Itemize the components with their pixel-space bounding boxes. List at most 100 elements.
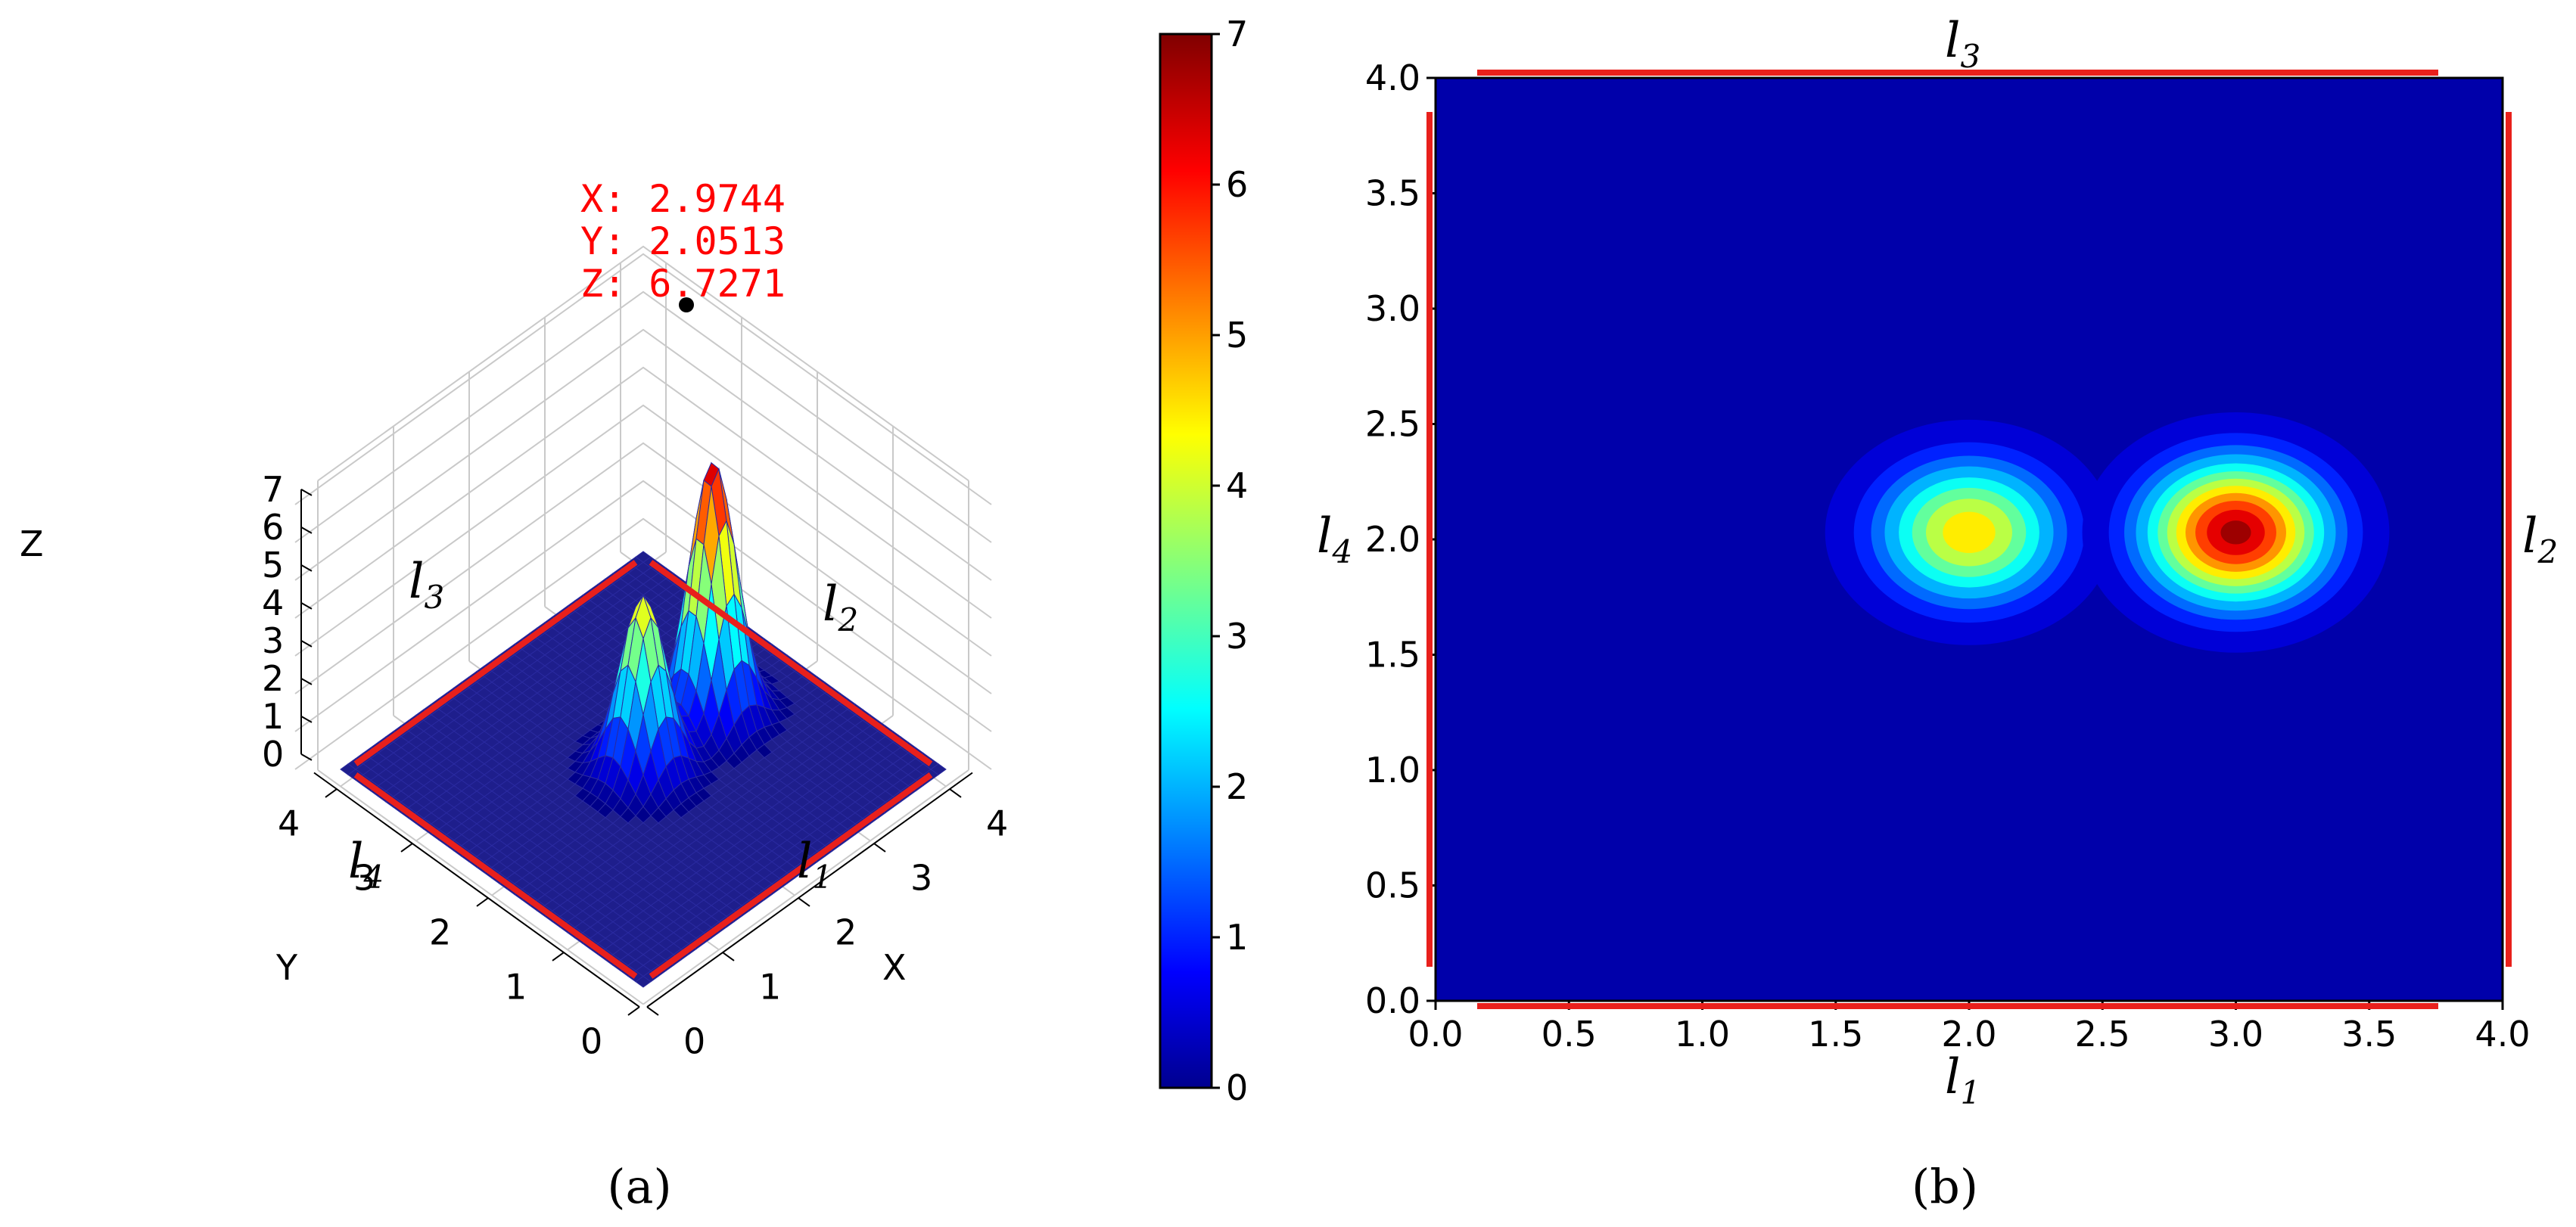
boundary-label-l1-b: l1: [1945, 1049, 1980, 1111]
y-tick-label: 3.5: [1365, 173, 1420, 214]
z-tick-label: 6: [262, 507, 284, 548]
z-tick-label: 0: [262, 734, 284, 775]
floor-gridline: [317, 769, 644, 1005]
x-axis-line: [646, 772, 973, 1008]
contour-band: [1943, 511, 1996, 554]
colorbar-ticks: 0 1 2 3 4 5 6 7: [1212, 14, 1248, 1108]
x-tick-label: 1.0: [1675, 1014, 1730, 1055]
x-tick-mark: [949, 788, 962, 798]
y-tick-label: 2: [429, 912, 451, 953]
x-tick-label: 1.5: [1808, 1014, 1863, 1055]
z-tick-mark: [300, 488, 313, 496]
boundary-line: [649, 772, 933, 979]
x-tick-label: 3.0: [2208, 1014, 2263, 1055]
y-tick-label: 0.5: [1365, 865, 1420, 906]
x-tick-label: 2: [835, 912, 857, 953]
x-tick-mark: [873, 843, 886, 853]
colorbar-tick-label: 4: [1226, 465, 1248, 506]
boundary-label-l3-a: l3: [409, 554, 444, 616]
x-tick-label: 3.5: [2341, 1014, 2397, 1055]
x-tick-label: 0: [683, 1021, 705, 1062]
x-tick-label: 0.5: [1542, 1014, 1597, 1055]
y-tick-label: 4.0: [1365, 57, 1420, 98]
datatip-x: X: 2.9744: [580, 177, 786, 221]
y-tick-label: 4: [278, 803, 300, 844]
y-tick-label: 1.0: [1365, 750, 1420, 791]
wall-gridline: [294, 366, 992, 619]
wall-gridline: [294, 328, 992, 581]
y-tick-label: 1.5: [1365, 635, 1420, 676]
z-tick-mark: [300, 753, 313, 761]
contour-fills: [1825, 412, 2390, 653]
boundary-label-l2-a: l2: [823, 576, 858, 638]
colorbar-tick-label: 7: [1226, 14, 1248, 54]
y-tick-mark: [476, 897, 489, 907]
y-tick-label: 3: [353, 858, 375, 899]
z-tick-mark: [300, 526, 313, 534]
y-tick-label: 0: [580, 1021, 602, 1062]
y-tick-mark: [400, 843, 413, 853]
z-tick-label: 5: [262, 545, 284, 586]
z-tick-label: 2: [262, 658, 284, 699]
caption-a: (a): [607, 1159, 671, 1214]
y-tick-label: 2.0: [1365, 519, 1420, 560]
x-tick-label: 2.5: [2075, 1014, 2130, 1055]
z-tick-label: 7: [262, 469, 284, 510]
datatip-y: Y: 2.0513: [580, 219, 786, 263]
y-tick-label: 3.0: [1365, 288, 1420, 329]
surface-plot-mesh: [340, 461, 947, 988]
boundary-label-l3-b: l3: [1945, 13, 1980, 75]
x-tick-label: 2.0: [1941, 1014, 1996, 1055]
boundary-line: [353, 560, 638, 767]
x-tick-label: 4.0: [2475, 1014, 2530, 1055]
contour-band: [2220, 520, 2251, 545]
z-tick-label: 4: [262, 582, 284, 623]
z-tick-mark: [300, 715, 313, 723]
datatip-z: Z: 6.7271: [580, 262, 786, 306]
datatip-marker: [679, 297, 694, 312]
boundary-line: [353, 772, 638, 979]
floor-gridline: [642, 769, 969, 1005]
z-tick-label: 1: [262, 696, 284, 737]
colorbar-tick-label: 6: [1226, 164, 1248, 205]
contour-plot-panel: 0.0 0.5 1.0 1.5 2.0 2.5 3.0 3.5 4.0 0.0 0.5 1.0 1.5 2…: [1317, 13, 2558, 1214]
x-tick-mark: [722, 952, 735, 961]
wall-edge: [317, 245, 969, 482]
colorbar: 0 1 2 3 4 5 6 7: [1159, 14, 1248, 1108]
y-tick-label: 1: [505, 967, 527, 1008]
y-tick-label: 0.0: [1365, 980, 1420, 1021]
boundary-label-l4-b: l4: [1317, 508, 1352, 570]
z-tick-label: 3: [262, 620, 284, 661]
z-tick-mark: [300, 639, 313, 648]
x-axis-label: X: [882, 947, 907, 988]
boundary-label-l4-a: l4: [348, 834, 384, 896]
y-axis-label: Y: [275, 947, 298, 988]
wall-gridline: [294, 480, 992, 732]
y-tick-label: 2.5: [1365, 404, 1420, 445]
z-axis-label: Z: [20, 523, 44, 564]
colorbar-tick-label: 5: [1226, 315, 1248, 356]
y-axis-line: [313, 772, 640, 1008]
y-tick-mark: [627, 1006, 640, 1016]
y-tick-mark: [325, 788, 338, 798]
x-tick-label: 3: [910, 858, 932, 899]
colorbar-tick-label: 0: [1226, 1067, 1248, 1108]
x-tick-mark: [798, 897, 810, 907]
x-tick-label: 1: [759, 967, 781, 1008]
boundary-line: [649, 560, 933, 767]
y-tick-mark: [552, 952, 565, 961]
x-tick-label: 4: [986, 803, 1008, 844]
boundary-label-l1-a: l1: [797, 834, 832, 896]
wall-gridline: [294, 404, 992, 657]
x-tick-label: 0.0: [1408, 1014, 1463, 1055]
z-tick-mark: [300, 677, 313, 685]
colorbar-tick-label: 3: [1226, 616, 1248, 657]
colorbar-tick-label: 2: [1226, 766, 1248, 807]
wall-gridline: [294, 253, 992, 505]
caption-b: (b): [1912, 1159, 1978, 1214]
wall-gridline: [294, 517, 992, 770]
wall-gridline: [294, 290, 992, 543]
